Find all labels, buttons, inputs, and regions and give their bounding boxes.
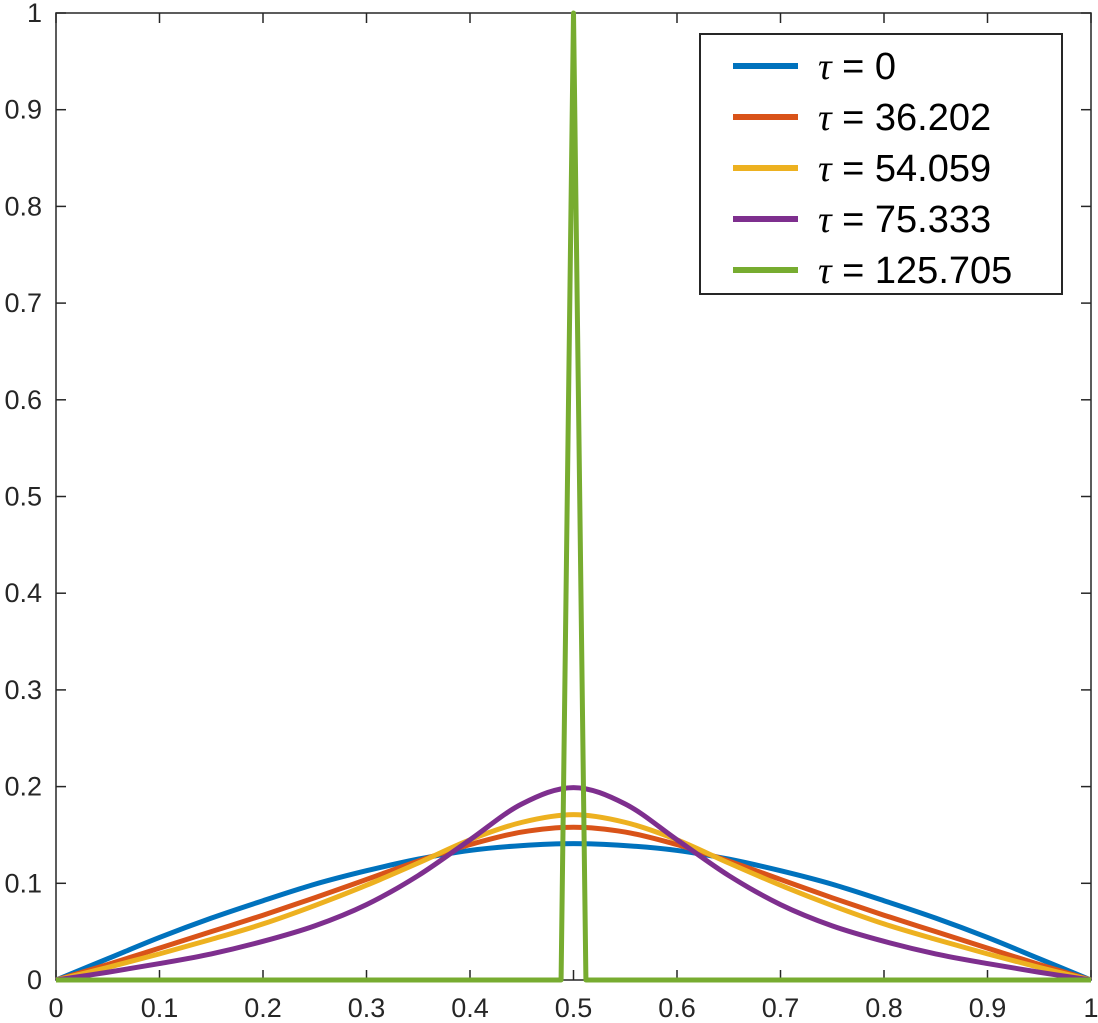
x-tick-label-1: 0.1 — [141, 993, 179, 1023]
legend-value-1: = 36.202 — [832, 97, 992, 139]
y-tick-label-5: 0.5 — [4, 482, 42, 512]
legend-label-0: τ = 0 — [818, 46, 896, 88]
x-axis-tick-labels: 0 0.1 0.2 0.3 0.4 0.5 0.6 0.7 0.8 0.9 1 — [48, 993, 1098, 1023]
x-tick-label-7: 0.7 — [762, 993, 800, 1023]
y-tick-label-7: 0.7 — [4, 288, 42, 318]
x-tick-label-0: 0 — [48, 993, 63, 1023]
legend-value-4: = 125.705 — [832, 250, 1013, 292]
legend-label-2: τ = 54.059 — [818, 148, 991, 190]
y-tick-label-0: 0 — [27, 965, 42, 995]
y-tick-label-1: 0.1 — [4, 868, 42, 898]
legend-box — [699, 33, 1063, 295]
y-tick-label-8: 0.8 — [4, 191, 42, 221]
x-tick-label-6: 0.6 — [658, 993, 696, 1023]
y-axis-tick-labels: 0 0.1 0.2 0.3 0.4 0.5 0.6 0.7 0.8 0.9 1 — [4, 0, 42, 995]
legend-label-4: τ = 125.705 — [818, 250, 1012, 292]
y-tick-label-2: 0.2 — [4, 772, 42, 802]
y-tick-label-10: 1 — [27, 0, 42, 28]
legend-tau-symbol-1: τ — [818, 97, 833, 139]
legend-value-3: = 75.333 — [832, 199, 992, 241]
x-tick-label-2: 0.2 — [244, 993, 282, 1023]
series-line-3 — [55, 785, 1092, 983]
legend-tau-symbol-0: τ — [818, 46, 833, 88]
y-tick-label-9: 0.9 — [4, 95, 42, 125]
x-tick-label-4: 0.4 — [451, 993, 489, 1023]
y-tick-label-6: 0.6 — [4, 385, 42, 415]
series-line-2 — [55, 812, 1092, 983]
legend-tau-symbol-2: τ — [818, 148, 833, 190]
x-tick-label-9: 0.9 — [969, 993, 1007, 1023]
legend-value-0: = 0 — [832, 46, 896, 88]
legend-label-1: τ = 36.202 — [818, 97, 991, 139]
series-line-4 — [56, 10, 1091, 983]
x-tick-label-8: 0.8 — [865, 993, 903, 1023]
x-tick-label-5: 0.5 — [555, 993, 593, 1023]
legend-tau-symbol-4: τ — [818, 250, 833, 292]
y-tick-label-4: 0.4 — [4, 578, 42, 608]
legend-label-3: τ = 75.333 — [818, 199, 991, 241]
series-line-1 — [55, 824, 1092, 983]
legend-tau-symbol-3: τ — [818, 199, 833, 241]
series-lines — [55, 10, 1092, 983]
legend-value-2: = 54.059 — [832, 148, 992, 190]
x-tick-label-3: 0.3 — [348, 993, 386, 1023]
series-line-0 — [55, 841, 1092, 983]
y-tick-label-3: 0.3 — [4, 675, 42, 705]
x-tick-label-10: 1 — [1083, 993, 1098, 1023]
